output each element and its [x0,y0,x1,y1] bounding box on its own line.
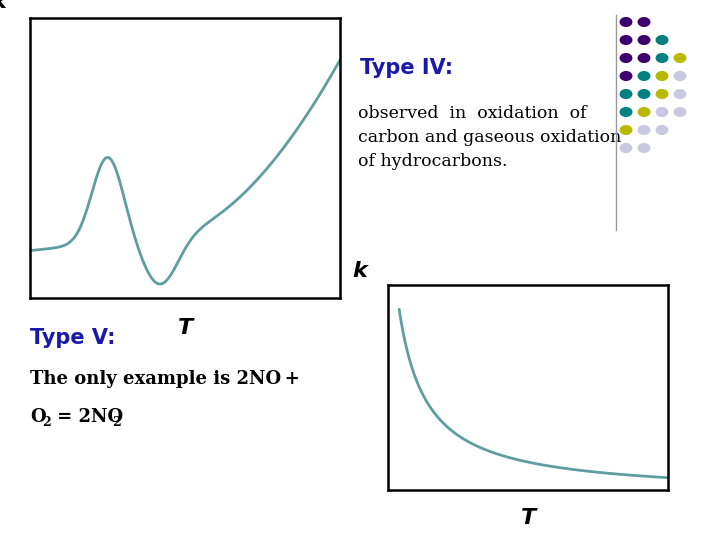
Text: O: O [30,408,45,426]
Text: Type V:: Type V: [30,328,115,348]
Text: k: k [0,0,6,12]
Text: observed  in  oxidation  of
carbon and gaseous oxidation
of hydrocarbons.: observed in oxidation of carbon and gase… [358,105,621,170]
Text: k: k [353,261,367,281]
Text: 2: 2 [42,416,50,429]
Text: T: T [177,318,192,338]
Text: The only example is 2NO +: The only example is 2NO + [30,370,300,388]
Text: = 2NO: = 2NO [51,408,123,426]
Text: 2: 2 [112,416,121,429]
Text: Type IV:: Type IV: [360,58,453,78]
Text: T: T [521,509,536,529]
